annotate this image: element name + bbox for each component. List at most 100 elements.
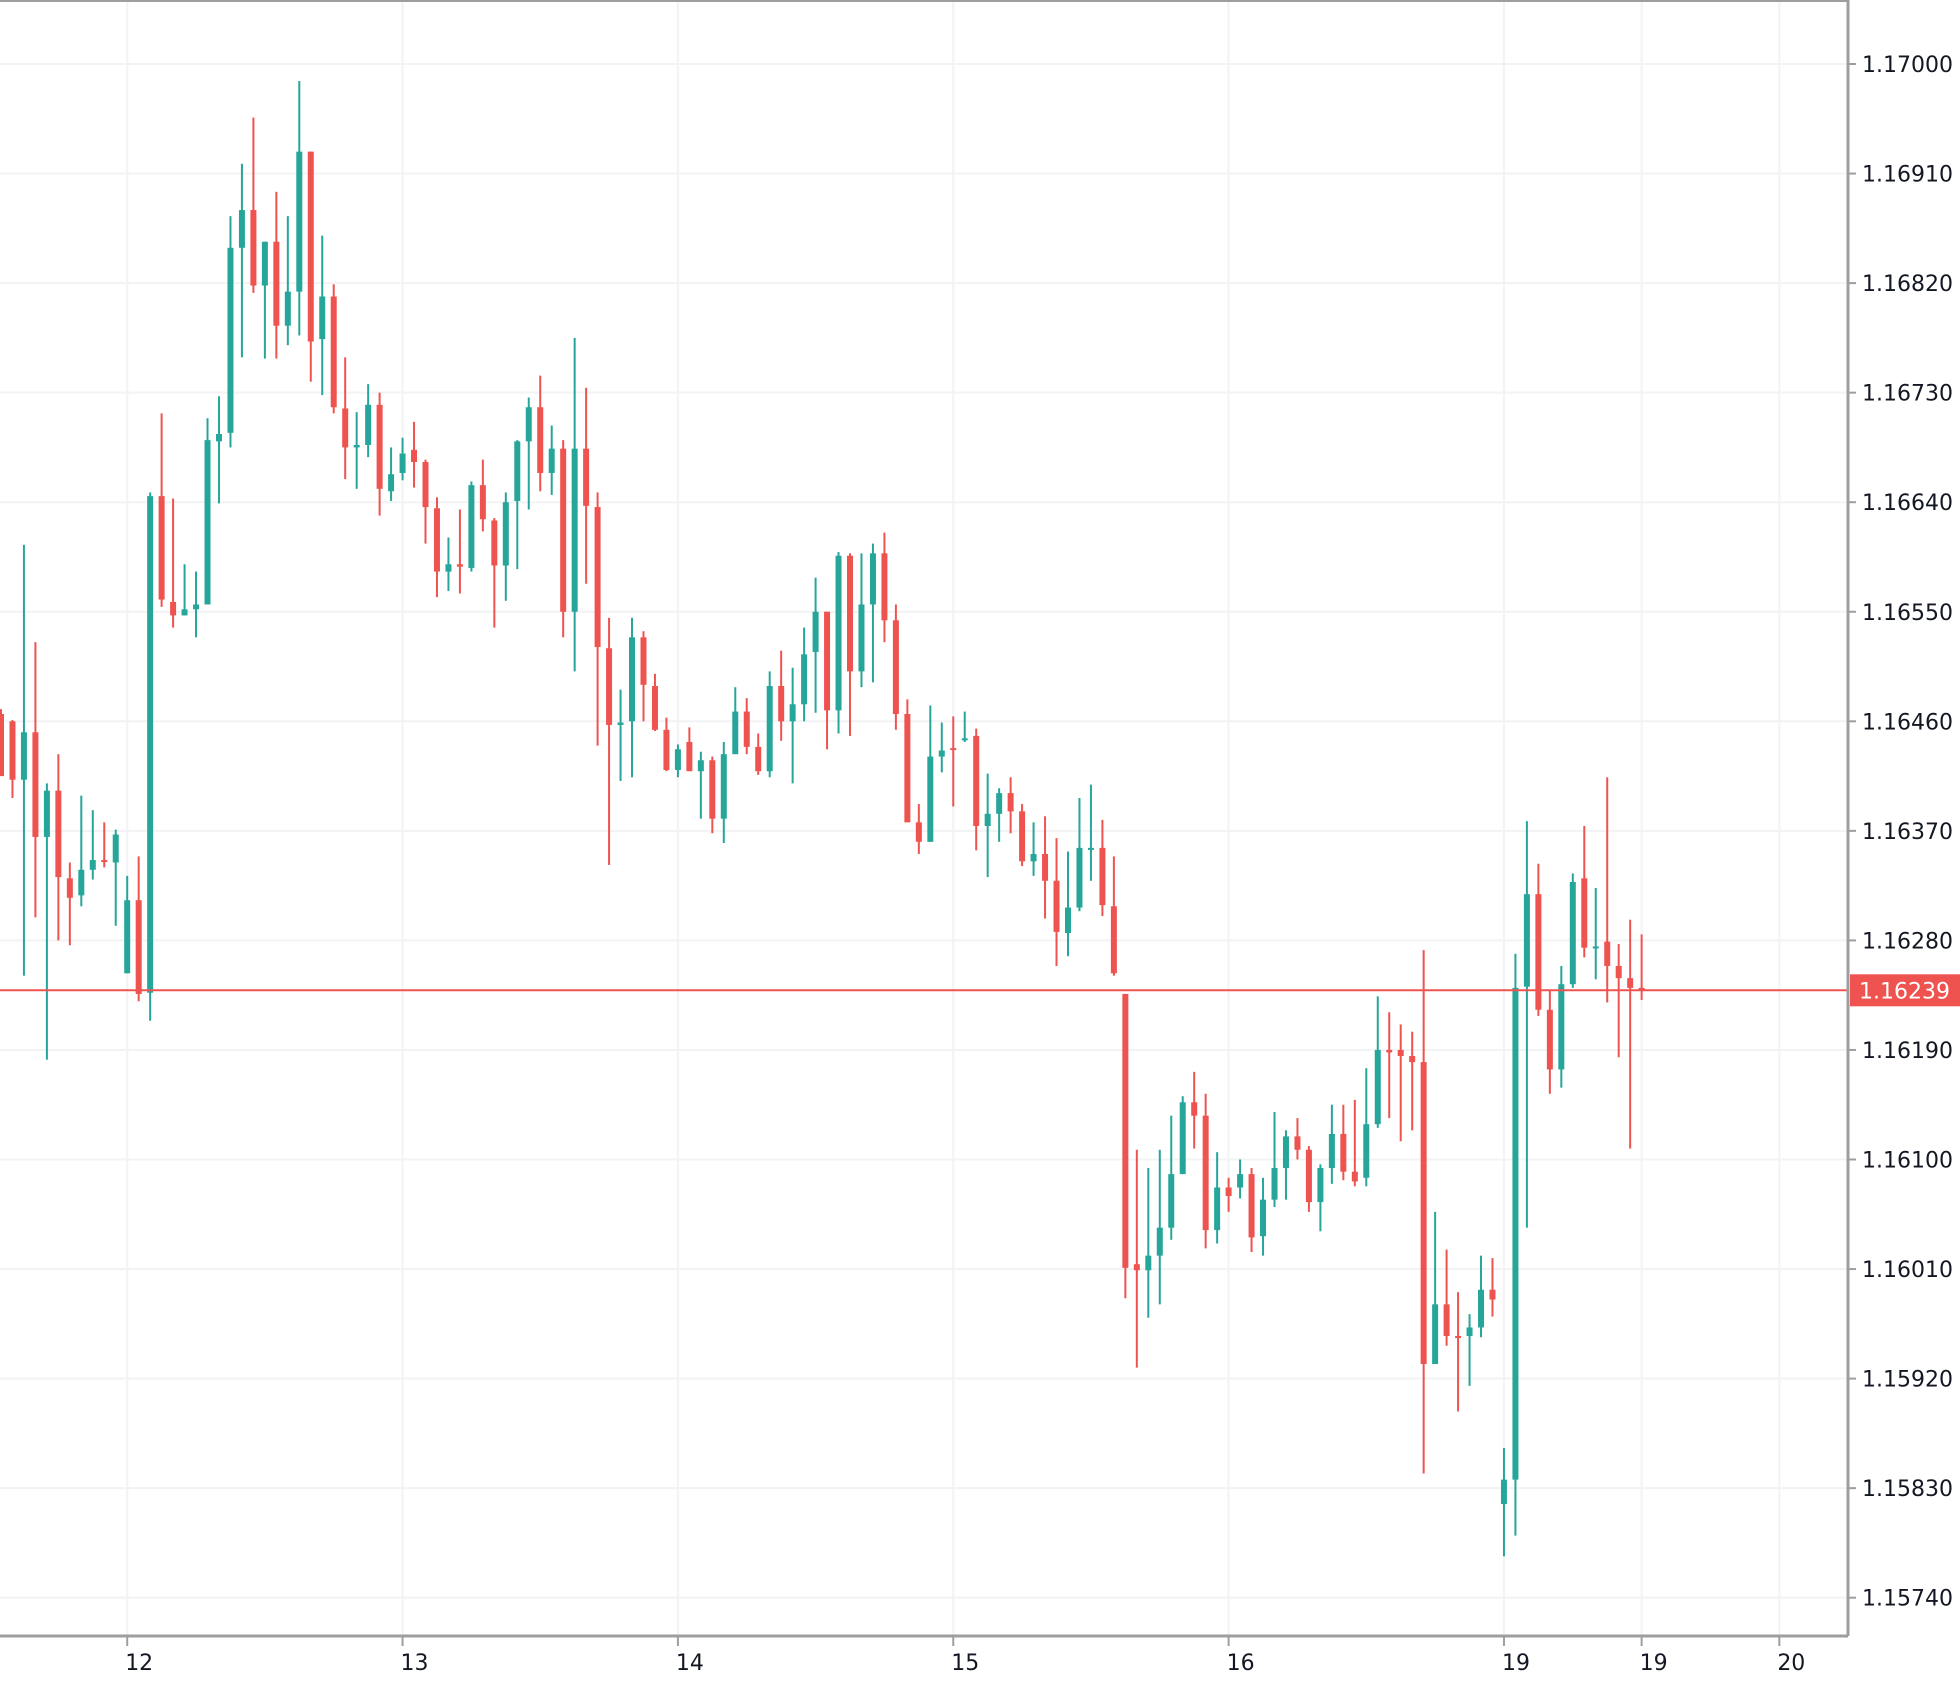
candle-wick <box>1491 1258 1494 1317</box>
last-price-tag-bg <box>1850 974 1960 1007</box>
candle-up <box>1237 1159 1244 1199</box>
x-tick-label: 15 <box>951 1651 979 1676</box>
candle-wick <box>252 117 255 293</box>
candle-up <box>938 722 945 773</box>
candle-body <box>1099 847 1106 906</box>
candle-up <box>1260 1177 1267 1256</box>
candle-down <box>755 733 762 775</box>
candle-body <box>927 756 934 842</box>
candle-down <box>1019 804 1026 867</box>
candle-up <box>674 744 681 778</box>
candle-up <box>319 235 326 396</box>
time-axis[interactable]: 12 13 14 15 16 19 19 20 <box>125 1636 1805 1676</box>
candle-down <box>1535 863 1542 1016</box>
candle-body <box>1535 894 1542 1010</box>
candle-body <box>112 834 119 863</box>
candle-body <box>1225 1187 1232 1197</box>
candle-down <box>1409 1031 1416 1131</box>
candle-wick <box>1273 1112 1276 1207</box>
candle-down <box>743 698 750 755</box>
candle-body <box>835 555 842 711</box>
candle-up <box>227 216 234 448</box>
candle-body <box>193 604 200 610</box>
candle-body <box>869 553 876 605</box>
candle-down <box>606 617 613 865</box>
candle-body <box>1064 907 1071 934</box>
candle-wick <box>608 617 611 865</box>
candle-body <box>1007 793 1014 812</box>
candle-down <box>1305 1146 1312 1212</box>
candle-up <box>1087 784 1094 881</box>
candle-up <box>571 337 578 672</box>
candle-up <box>1145 1168 1152 1318</box>
candle-up <box>812 577 819 713</box>
y-tick-label: 1.17000 <box>1862 53 1953 78</box>
candle-body <box>1604 941 1611 966</box>
candle-body <box>468 485 475 568</box>
y-tick-label: 1.15920 <box>1862 1368 1953 1393</box>
candle-up <box>1328 1104 1335 1184</box>
candle-body <box>858 604 865 672</box>
candle-down <box>376 392 383 516</box>
candle-body <box>1478 1289 1485 1328</box>
candle-body <box>0 713 4 777</box>
candle-body <box>1145 1255 1152 1271</box>
candle-body <box>938 750 945 757</box>
candle-body <box>1237 1174 1244 1188</box>
candle-wick <box>1594 888 1597 980</box>
candle-wick <box>1629 919 1632 1149</box>
candle-up <box>399 437 406 481</box>
candle-body <box>170 602 177 616</box>
candle-down <box>135 856 142 1002</box>
candle-body <box>273 241 280 326</box>
candle-body <box>238 210 245 248</box>
candle-body <box>66 878 73 898</box>
candle-wick <box>1457 1292 1460 1412</box>
candle-up <box>147 492 154 1021</box>
candle-up <box>766 671 773 778</box>
candle-up <box>1179 1096 1186 1175</box>
candle-down <box>250 117 257 293</box>
y-tick-label: 1.16820 <box>1862 272 1953 297</box>
candle-down <box>342 357 349 480</box>
candle-body <box>1019 811 1026 862</box>
candle-wick <box>1032 822 1035 876</box>
candle-up <box>215 396 222 504</box>
candle-down <box>1191 1071 1198 1149</box>
candle-body <box>1282 1136 1289 1169</box>
candle-body <box>996 793 1003 814</box>
candle-up <box>629 617 636 778</box>
candle-body <box>1030 853 1037 862</box>
candle-up <box>502 492 509 601</box>
candle-body <box>1466 1327 1473 1336</box>
candle-up <box>1064 851 1071 957</box>
candle-body <box>1053 880 1060 932</box>
candle-body <box>1351 1171 1358 1182</box>
candle-body <box>732 711 739 755</box>
x-tick-label: 14 <box>676 1651 704 1676</box>
candle-body <box>1179 1102 1186 1175</box>
candle-up <box>1317 1164 1324 1232</box>
candle-body <box>78 869 85 896</box>
candle-body <box>1214 1187 1221 1231</box>
candle-body <box>525 407 532 442</box>
candle-wick <box>1158 1149 1161 1305</box>
candle-down <box>101 822 108 868</box>
candle-body <box>824 611 831 711</box>
candle-body <box>1122 993 1129 1268</box>
candle-body <box>433 508 440 572</box>
candle-down <box>1546 990 1553 1094</box>
price-axis[interactable]: 1.17000 1.16910 1.16820 1.16730 1.16640 1.165… <box>1848 53 1953 1612</box>
candle-down <box>1053 838 1060 966</box>
candle-wick <box>263 241 266 359</box>
candle-wick <box>183 564 186 616</box>
candle-wick <box>103 822 106 868</box>
candle-wick <box>1388 1012 1391 1119</box>
candle-up <box>1030 822 1037 876</box>
candle-wick <box>963 711 966 742</box>
candle-up <box>112 829 119 926</box>
candle-body <box>32 732 39 837</box>
candle-up <box>468 481 475 572</box>
candle-down <box>1455 1292 1462 1412</box>
